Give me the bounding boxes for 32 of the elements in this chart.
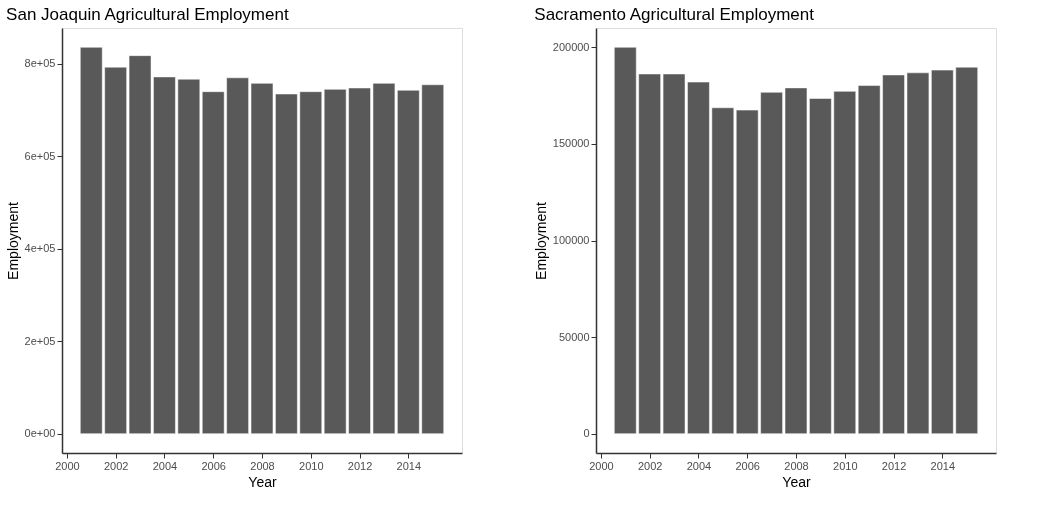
x-tick-label: 2012: [347, 459, 373, 472]
chart-title: Sacramento Agricultural Employment: [534, 5, 815, 24]
y-tick-label: 150000: [552, 137, 590, 150]
y-tick-label: 200000: [552, 40, 590, 53]
x-tick-label: 2002: [637, 459, 663, 472]
x-tick-label: 2014: [396, 459, 422, 472]
chart-title: San Joaquin Agricultural Employment: [6, 5, 289, 24]
y-tick-label: 2e+05: [24, 334, 56, 347]
x-tick-label: 2000: [55, 459, 80, 472]
x-tick-label: 2014: [930, 459, 956, 472]
y-tick-label: 8e+05: [24, 57, 56, 70]
x-axis-title: Year: [248, 473, 277, 490]
y-axis-title: Employment: [4, 201, 21, 280]
y-tick-label: 0e+00: [24, 427, 56, 440]
y-tick-label: 6e+05: [24, 149, 56, 162]
x-tick-label: 2010: [299, 459, 324, 472]
y-axis-title: Employment: [532, 201, 549, 280]
y-tick-label: 4e+05: [24, 242, 56, 255]
x-tick-label: 2006: [735, 459, 760, 472]
x-tick-label: 2008: [784, 459, 809, 472]
x-tick-label: 2010: [833, 459, 858, 472]
y-tick-label: 100000: [552, 234, 590, 246]
y-tick-label: 0: [583, 427, 590, 440]
x-tick-label: 2012: [881, 459, 907, 472]
x-tick-label: 2004: [686, 459, 712, 472]
x-axis-title: Year: [782, 473, 811, 490]
x-tick-label: 2004: [152, 459, 178, 472]
x-tick-label: 2006: [201, 459, 226, 472]
x-tick-label: 2008: [250, 459, 275, 472]
x-tick-label: 2000: [589, 459, 614, 472]
y-tick-label: 50000: [558, 330, 590, 343]
x-tick-label: 2002: [103, 459, 129, 472]
